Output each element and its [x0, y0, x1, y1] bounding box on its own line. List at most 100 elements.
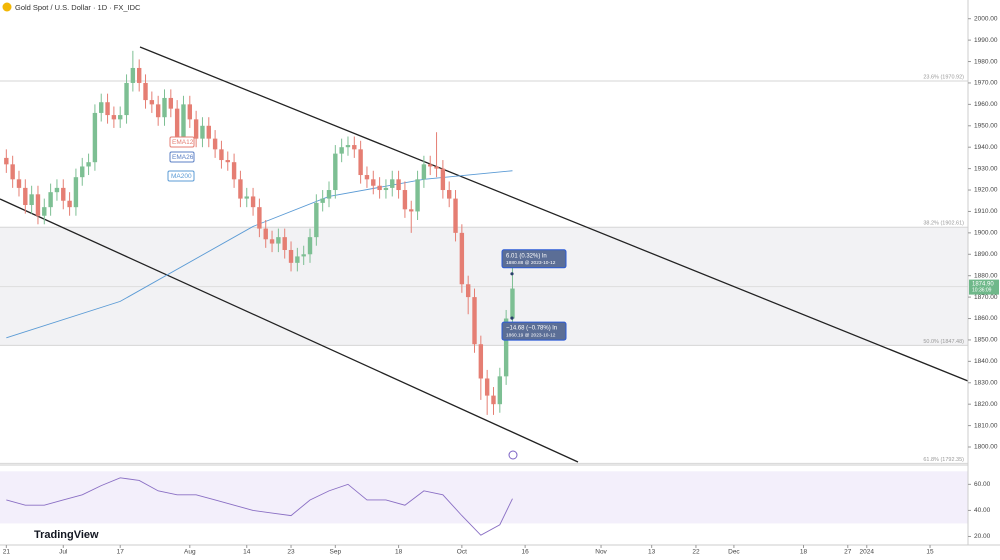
candle-body — [174, 108, 180, 137]
x-tick-label: Oct — [457, 549, 467, 556]
candle-body — [4, 157, 9, 165]
x-tick-label: 2024 — [860, 549, 875, 556]
candle-body — [92, 112, 98, 163]
candle-body — [459, 232, 465, 285]
candle-body — [48, 192, 53, 208]
y-tick-label: 1910.00 — [974, 208, 998, 215]
chart-title[interactable]: Gold Spot / U.S. Dollar · 1D · FX_IDC — [15, 3, 141, 12]
channel-lower — [0, 198, 579, 463]
candle-body — [478, 344, 484, 379]
annotation-box — [501, 321, 567, 341]
candle-body — [187, 104, 193, 120]
candle-body — [503, 318, 509, 377]
candle-body — [136, 67, 142, 83]
candle-body — [231, 162, 237, 180]
candle-body — [67, 200, 72, 208]
candle-body — [295, 256, 300, 263]
last-price-time: 10:36:09 — [972, 287, 992, 293]
last-price-label: 1874.90 — [972, 282, 994, 288]
candle-body — [168, 97, 174, 109]
fib-label: 50.0% (1847.48) — [923, 339, 964, 345]
candle-body — [80, 166, 85, 178]
indicator-tag — [169, 151, 195, 163]
indicator-label: MA200 — [171, 173, 192, 180]
rsi-band — [0, 471, 968, 524]
candle-body — [447, 190, 452, 199]
candle-body — [472, 297, 477, 345]
candle-body — [428, 164, 433, 167]
candle-body — [238, 179, 243, 199]
candle-body — [193, 119, 199, 139]
annotation-point — [510, 272, 514, 276]
candle-body — [402, 190, 408, 210]
x-tick-label: 27 — [844, 549, 852, 556]
candle-body — [61, 187, 66, 201]
candle-body — [73, 177, 79, 208]
candle-body — [118, 115, 123, 120]
candle-body — [288, 249, 294, 263]
annotation-subtext: 1860.19 @ 2023-10-12 — [506, 332, 556, 338]
x-tick-label: 22 — [692, 549, 700, 556]
candle-body — [225, 160, 230, 163]
fib-label: 23.6% (1970.92) — [923, 74, 964, 80]
candle-body — [99, 102, 104, 113]
candle-body — [200, 125, 205, 139]
candle-body — [124, 82, 129, 116]
brand: TradingView — [34, 529, 99, 541]
channel-upper — [139, 46, 969, 382]
fib-label: 38.2% (1902.61) — [923, 221, 964, 227]
candle-body — [307, 237, 313, 255]
x-tick-label: Sep — [330, 549, 342, 556]
y-tick-label: 1950.00 — [974, 123, 998, 130]
candle-body — [345, 145, 351, 148]
y-tick-label: 1930.00 — [974, 165, 998, 172]
candle-body — [143, 82, 148, 101]
y-tick-label: 1970.00 — [974, 80, 998, 87]
candle-body — [219, 149, 224, 161]
annotation-subtext: 1880.88 @ 2023-10-12 — [506, 260, 556, 266]
candle-body — [250, 196, 256, 208]
candle-body — [453, 198, 458, 233]
x-tick-label: 23 — [287, 549, 295, 556]
candle-body — [257, 207, 262, 229]
y-tick-label: 1840.00 — [974, 358, 998, 365]
candle-body — [263, 228, 268, 240]
event-icon[interactable] — [508, 450, 518, 460]
candle-body — [162, 97, 167, 118]
rsi-line — [6, 477, 513, 536]
x-tick-label: 21 — [3, 549, 11, 556]
x-tick-label: 13 — [648, 549, 656, 556]
y-tick-label: 1880.00 — [974, 272, 998, 279]
annotation-text: −14.68 (−0.78%) ln — [506, 326, 557, 332]
y-tick-label: 1800.00 — [974, 444, 998, 451]
rsi-y-tick-label: 40.00 — [974, 507, 991, 514]
candle-body — [358, 149, 363, 176]
x-tick-label: Nov — [595, 549, 607, 556]
y-tick-label: 2000.00 — [974, 15, 998, 22]
x-tick-label: 18 — [395, 549, 403, 556]
candle-body — [42, 207, 47, 216]
candle-body — [181, 104, 186, 137]
candle-body — [269, 239, 275, 244]
candle-body — [396, 179, 401, 191]
candle-body — [16, 179, 22, 188]
x-tick-label: Aug — [184, 549, 196, 556]
y-tick-label: 1860.00 — [974, 315, 998, 322]
candle-body — [440, 168, 446, 191]
y-tick-label: 1980.00 — [974, 58, 998, 65]
fib-label: 61.8% (1792.35) — [923, 457, 964, 463]
indicator-label: EMA12 — [172, 139, 194, 146]
indicator-tag — [169, 136, 195, 148]
candle-body — [35, 194, 41, 216]
x-tick-label: 18 — [800, 549, 808, 556]
candle-body — [383, 187, 389, 191]
annotation-point — [510, 316, 514, 320]
symbol-icon — [2, 2, 12, 12]
candle-body — [29, 194, 34, 206]
candle-body — [111, 115, 117, 120]
y-tick-label: 1990.00 — [974, 37, 998, 44]
candle-body — [130, 67, 136, 83]
x-tick-label: 14 — [243, 549, 251, 556]
candle-body — [465, 284, 471, 298]
